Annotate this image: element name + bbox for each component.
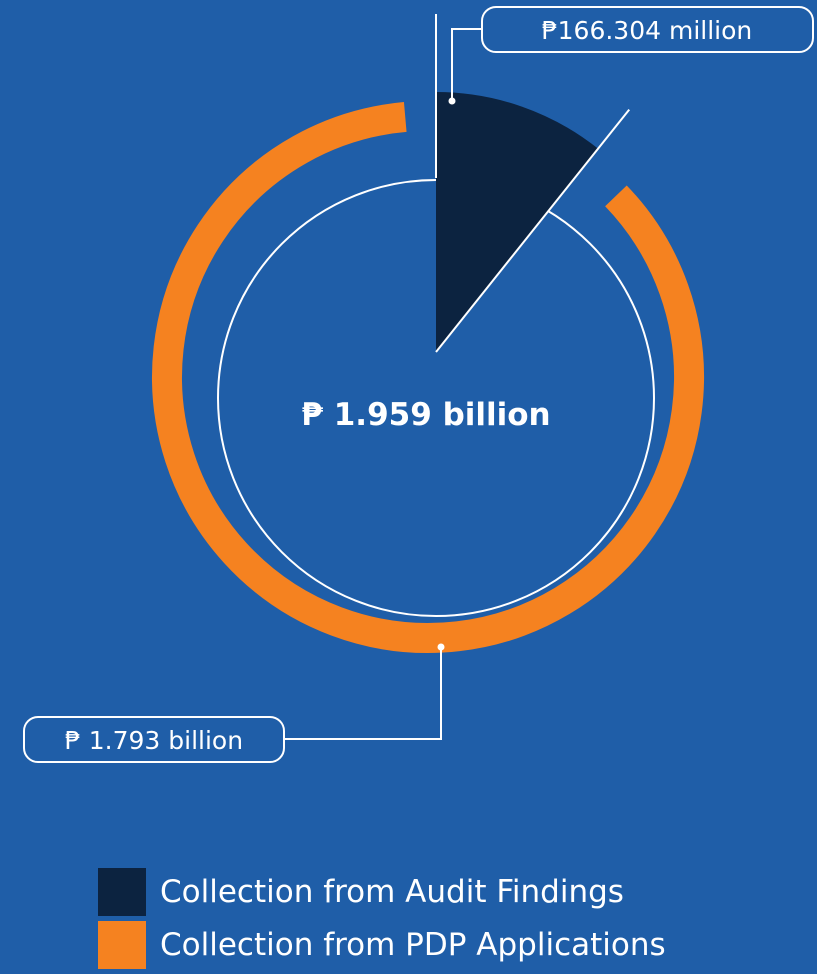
top-value-box [481,6,814,53]
top-callout-dot [448,97,456,105]
legend: Collection from Audit Findings Collectio… [98,868,798,974]
legend-label-pdp-applications: Collection from PDP Applications [160,927,666,963]
legend-label-audit-findings: Collection from Audit Findings [160,874,624,910]
legend-item-audit-findings: Collection from Audit Findings [98,868,798,916]
audit-findings-value-label: ₱166.304 million [542,16,753,45]
slice-audit-findings [436,92,599,352]
bottom-callout-connector [284,647,442,740]
slice-separator-line [435,108,631,353]
legend-item-pdp-applications: Collection from PDP Applications [98,921,798,969]
slice-pdp-applications [152,102,704,653]
legend-swatch-pdp-applications [98,921,146,969]
legend-swatch-audit-findings [98,868,146,916]
top-callout-connector [451,28,482,101]
pdp-applications-value-label: ₱ 1.793 billion [65,726,243,755]
center-total-label: ₱ 1.959 billion [301,397,550,433]
bottom-value-box [23,716,285,763]
